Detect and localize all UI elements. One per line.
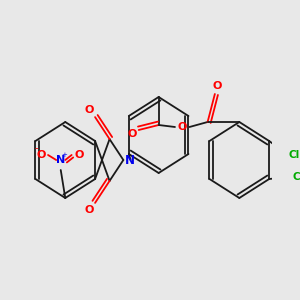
Text: N: N [56,155,65,165]
Text: O: O [36,150,46,160]
Text: -: - [34,143,38,153]
Text: O: O [84,205,93,215]
Text: Cl: Cl [292,172,300,182]
Text: O: O [178,122,187,132]
Text: O: O [128,129,137,139]
Text: +: + [61,152,67,158]
Text: O: O [213,81,222,91]
Text: O: O [74,150,84,160]
Text: O: O [84,105,93,115]
Text: Cl: Cl [289,150,300,160]
Text: N: N [125,154,135,166]
